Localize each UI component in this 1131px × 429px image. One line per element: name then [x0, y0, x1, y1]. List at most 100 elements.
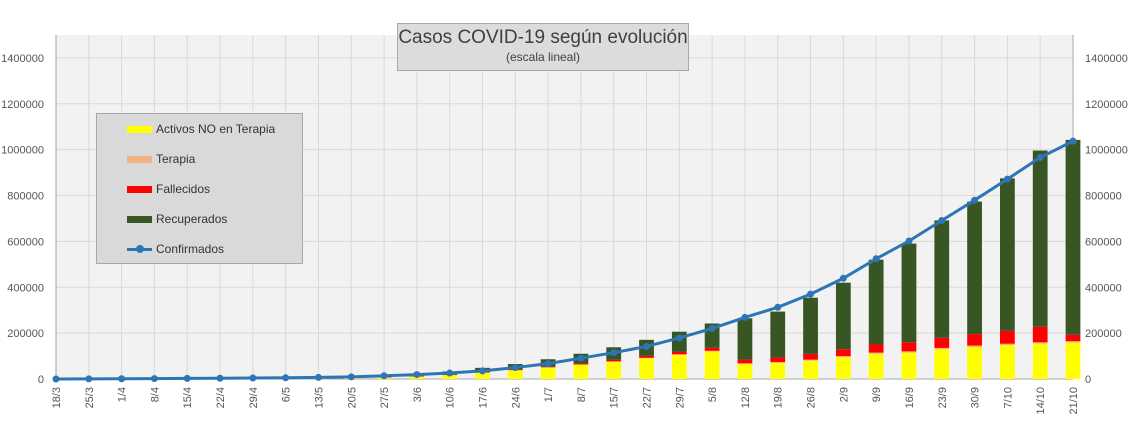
point-confirmados — [183, 374, 191, 382]
y-tick-label-right: 800000 — [1085, 191, 1122, 203]
bar-fallecidos — [1000, 330, 1015, 344]
point-confirmados — [807, 290, 815, 298]
bar-activos-no-en-terapia — [967, 346, 982, 379]
point-confirmados — [577, 354, 585, 362]
y-tick-label-left: 1400000 — [1, 53, 44, 65]
bar-terapia — [803, 359, 818, 361]
point-confirmados — [643, 342, 651, 350]
bar-recuperados — [967, 201, 982, 335]
x-tick-label: 15/7 — [609, 387, 621, 408]
bar-terapia — [671, 354, 687, 355]
point-confirmados — [544, 360, 552, 368]
point-confirmados — [938, 216, 946, 224]
legend-item-activos: Activos NO en Terapia — [127, 121, 275, 137]
x-tick-label: 19/8 — [773, 387, 785, 408]
bar-activos-no-en-terapia — [835, 357, 851, 379]
bar-activos-no-en-terapia — [901, 352, 917, 379]
y-tick-label-right: 1000000 — [1085, 145, 1128, 157]
bar-fallecidos — [967, 334, 982, 346]
x-tick-label: 6/5 — [281, 387, 293, 402]
bar-activos-no-en-terapia — [573, 364, 589, 379]
bar-terapia — [1065, 341, 1081, 343]
bar-fallecidos — [868, 344, 884, 353]
bar-fallecidos — [1065, 334, 1081, 342]
bar-terapia — [901, 351, 917, 353]
legend-label-confirmados: Confirmados — [156, 242, 225, 256]
bar-recuperados — [835, 282, 851, 350]
bar-fallecidos — [639, 355, 654, 358]
y-tick-label-right: 0 — [1085, 374, 1091, 386]
x-tick-label: 22/4 — [215, 387, 227, 408]
legend-item-fallecidos: Fallecidos — [127, 181, 210, 197]
bar-fallecidos — [934, 337, 950, 348]
bar-terapia — [868, 352, 884, 354]
bar-activos-no-en-terapia — [507, 370, 523, 379]
bar-recuperados — [1065, 139, 1081, 335]
legend-swatch-terapia — [127, 155, 152, 163]
point-confirmados — [314, 373, 322, 381]
x-tick-label: 15/4 — [182, 387, 194, 408]
legend-swatch-activos — [127, 125, 152, 133]
point-confirmados — [905, 237, 913, 245]
legend-label-recuperados: Recuperados — [156, 212, 228, 226]
point-confirmados — [413, 371, 421, 379]
bar-activos-no-en-terapia — [540, 367, 556, 379]
bar-recuperados — [770, 311, 786, 358]
bar-activos-no-en-terapia — [1000, 345, 1015, 379]
chart-subtitle: (escala lineal) — [505, 50, 581, 64]
bar-fallecidos — [704, 347, 720, 351]
bar-activos-no-en-terapia — [803, 360, 818, 379]
bar-activos-no-en-terapia — [1032, 343, 1048, 379]
x-tick-label: 16/9 — [904, 387, 916, 408]
point-confirmados — [741, 313, 749, 321]
x-tick-label: 21/10 — [1068, 387, 1080, 415]
bar-terapia — [737, 363, 753, 365]
point-confirmados — [1003, 175, 1011, 183]
point-confirmados — [150, 375, 158, 383]
x-tick-label: 8/4 — [149, 387, 161, 402]
x-tick-label: 22/7 — [642, 387, 654, 408]
bar-recuperados — [1000, 178, 1015, 331]
y-tick-label-left: 800000 — [7, 191, 44, 203]
x-tick-label: 25/3 — [84, 387, 96, 408]
point-confirmados — [216, 374, 224, 382]
x-tick-label: 12/8 — [740, 387, 752, 408]
x-tick-label: 30/9 — [970, 387, 982, 408]
bar-terapia — [1032, 342, 1048, 344]
bar-fallecidos — [671, 351, 687, 355]
bar-fallecidos — [573, 363, 589, 365]
point-confirmados — [839, 274, 847, 282]
legend-item-confirmados: Confirmados — [127, 241, 224, 257]
x-tick-label: 27/5 — [379, 387, 391, 408]
x-tick-label: 17/6 — [477, 387, 489, 408]
chart-title: Casos COVID-19 según evolución — [398, 27, 688, 48]
legend-item-terapia: Terapia — [127, 151, 195, 167]
bar-fallecidos — [803, 353, 818, 360]
y-tick-label-right: 200000 — [1085, 328, 1122, 340]
legend-marker-confirmados — [136, 244, 144, 253]
point-confirmados — [282, 374, 290, 382]
x-tick-label: 2/9 — [838, 387, 850, 402]
y-tick-label-right: 1400000 — [1085, 53, 1128, 65]
chart-title-box: Casos COVID-19 según evolución (escala l… — [397, 23, 689, 71]
legend-label-fallecidos: Fallecidos — [156, 182, 211, 196]
y-tick-label-right: 600000 — [1085, 236, 1122, 248]
bar-terapia — [704, 350, 720, 352]
point-confirmados — [1036, 154, 1044, 162]
bar-terapia — [835, 356, 851, 358]
x-tick-label: 24/6 — [510, 387, 522, 408]
point-confirmados — [774, 303, 782, 311]
line-confirmados — [55, 139, 1074, 381]
x-tick-label: 29/4 — [248, 387, 260, 408]
x-tick-label: 9/9 — [871, 387, 883, 402]
bar-recuperados — [868, 259, 884, 345]
bar-activos-no-en-terapia — [442, 374, 458, 379]
bar-activos-no-en-terapia — [606, 361, 622, 379]
point-confirmados — [610, 349, 618, 357]
point-confirmados — [85, 375, 93, 383]
bar-activos-no-en-terapia — [1065, 342, 1081, 379]
bar-activos-no-en-terapia — [737, 364, 753, 379]
x-tick-label: 26/8 — [806, 387, 818, 408]
